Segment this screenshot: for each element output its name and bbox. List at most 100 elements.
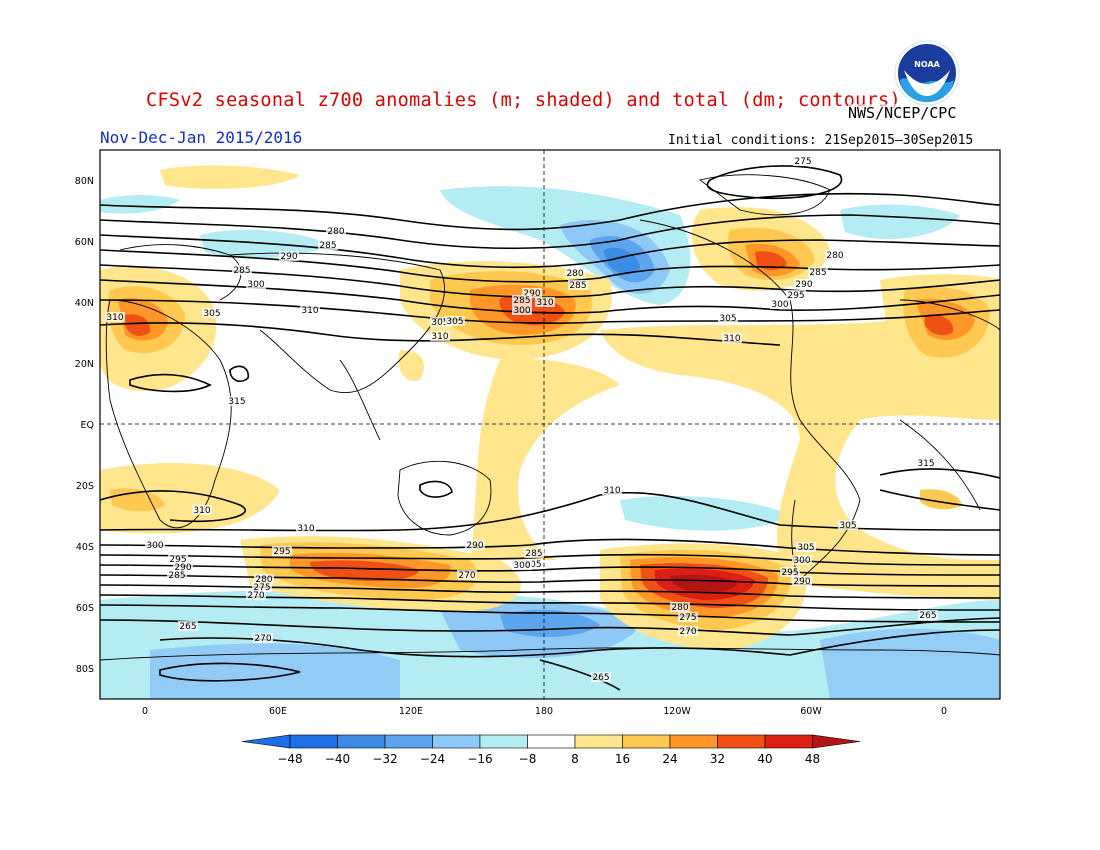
colorbar-tick-label: −16 [467, 752, 492, 766]
contour-label: 300 [246, 279, 266, 290]
contour-value: 270 [247, 591, 264, 601]
contour-label: 280 [254, 574, 274, 585]
contour-label: 295 [786, 290, 806, 301]
lon-label: 0 [941, 706, 947, 717]
contour-label: 310 [722, 333, 742, 344]
colorbar-tick-label: −8 [519, 752, 537, 766]
contour-value: 315 [228, 397, 245, 407]
colorbar-tick-label: −40 [325, 752, 350, 766]
contour-value: 300 [771, 300, 788, 310]
contour-label: 305 [718, 313, 738, 324]
contour-value: 285 [319, 241, 336, 251]
lat-label: 40S [76, 542, 94, 553]
svg-text:NOAA: NOAA [914, 60, 940, 69]
lat-label: 40N [75, 298, 94, 309]
latitude-labels: 80N 60N 40N 20N EQ 20S 40S 60S 80S [75, 176, 94, 675]
contour-label: 285 [232, 265, 252, 276]
contour-label: 285 [512, 295, 532, 306]
contour-value: 280 [566, 269, 583, 279]
lon-label: 0 [142, 706, 148, 717]
contour-value: 310 [297, 524, 314, 534]
colorbar-swatch [479, 734, 528, 749]
contour-label: 310 [192, 505, 212, 516]
contour-value: 270 [679, 627, 696, 637]
colorbar: −48 −40 −32 −24 −16 −8 8 16 24 32 40 48 [241, 734, 861, 766]
contour-label: 280 [825, 250, 845, 261]
anomaly-shading [100, 150, 1000, 699]
noaa-logo-icon: NOAA [894, 40, 960, 106]
contour-label: 285 [318, 240, 338, 251]
lon-label: 60W [800, 706, 822, 717]
contour-label: 300 [145, 540, 165, 551]
contour-label: 300 [792, 555, 812, 566]
contour-label: 300 [512, 305, 532, 316]
lon-label: 120W [663, 706, 691, 717]
contour-label: 290 [792, 576, 812, 587]
lat-label: EQ [81, 420, 94, 431]
contour-value: 305 [431, 318, 448, 328]
initial-conditions: Initial conditions: 21Sep2015–30Sep2015 [668, 133, 974, 148]
contour-value: 275 [253, 583, 270, 593]
colorbar-swatch [669, 734, 718, 749]
contour-label: 305 [430, 317, 450, 328]
contour-label: 295 [272, 546, 292, 557]
contour-label: 275 [678, 612, 698, 623]
contour-value: 295 [273, 547, 290, 557]
contour-label: 295 [780, 567, 800, 578]
contour-value: 285 [513, 296, 530, 306]
contour-label: 270 [253, 633, 273, 644]
contour-label: 290 [279, 251, 299, 262]
contour-label: 310 [602, 485, 622, 496]
forecast-period: Nov-Dec-Jan 2015/2016 [100, 128, 303, 147]
colorbar-tick-label: 16 [615, 752, 630, 766]
contour-label: 285 [808, 267, 828, 278]
contour-value: 280 [671, 603, 688, 613]
colorbar-swatch [717, 734, 766, 749]
contour-value: 305 [524, 560, 541, 570]
contour-label: 305 [796, 542, 816, 553]
height-contours [100, 165, 1000, 691]
lon-label: 60E [269, 706, 287, 717]
contour-value: 280 [826, 251, 843, 261]
contour-label: 300 [512, 560, 532, 571]
colorbar-swatch [622, 734, 671, 749]
contour-label: 315 [227, 396, 247, 407]
colorbar-swatch [432, 734, 481, 749]
colorbar-swatch [574, 734, 623, 749]
contour-value: 285 [168, 571, 185, 581]
contour-value: 305 [839, 521, 856, 531]
contour-value: 275 [679, 613, 696, 623]
colorbar-swatch [289, 734, 338, 749]
colorbar-min-arrow [241, 734, 291, 749]
colorbar-swatch [527, 734, 576, 749]
contour-label: 305 [838, 520, 858, 531]
contour-value: 300 [513, 306, 530, 316]
contour-label: 310 [535, 297, 555, 308]
contour-label: 300 [770, 299, 790, 310]
contour-value: 305 [719, 314, 736, 324]
contour-label: 295 [168, 554, 188, 565]
lat-label: 80N [75, 176, 94, 187]
contour-label: 270 [457, 570, 477, 581]
contour-value: 315 [917, 459, 934, 469]
contour-label: 290 [173, 562, 193, 573]
contour-value: 290 [174, 563, 191, 573]
colorbar-tick-label: 32 [710, 752, 725, 766]
contour-value: 300 [146, 541, 163, 551]
contour-value: 290 [795, 280, 812, 290]
colorbar-swatch [337, 734, 386, 749]
colorbar-tick-label: 24 [662, 752, 677, 766]
contour-value: 285 [809, 268, 826, 278]
lat-label: 60N [75, 237, 94, 248]
contour-value: 275 [794, 157, 811, 167]
contour-value: 310 [301, 306, 318, 316]
contour-value: 290 [280, 252, 297, 262]
contour-label: 270 [678, 626, 698, 637]
contour-label: 285 [568, 280, 588, 291]
contour-value: 305 [446, 317, 463, 327]
contour-label: 290 [522, 288, 542, 299]
contour-value: 310 [106, 313, 123, 323]
contour-label: 305 [523, 559, 543, 570]
contour-value: 265 [592, 673, 609, 683]
